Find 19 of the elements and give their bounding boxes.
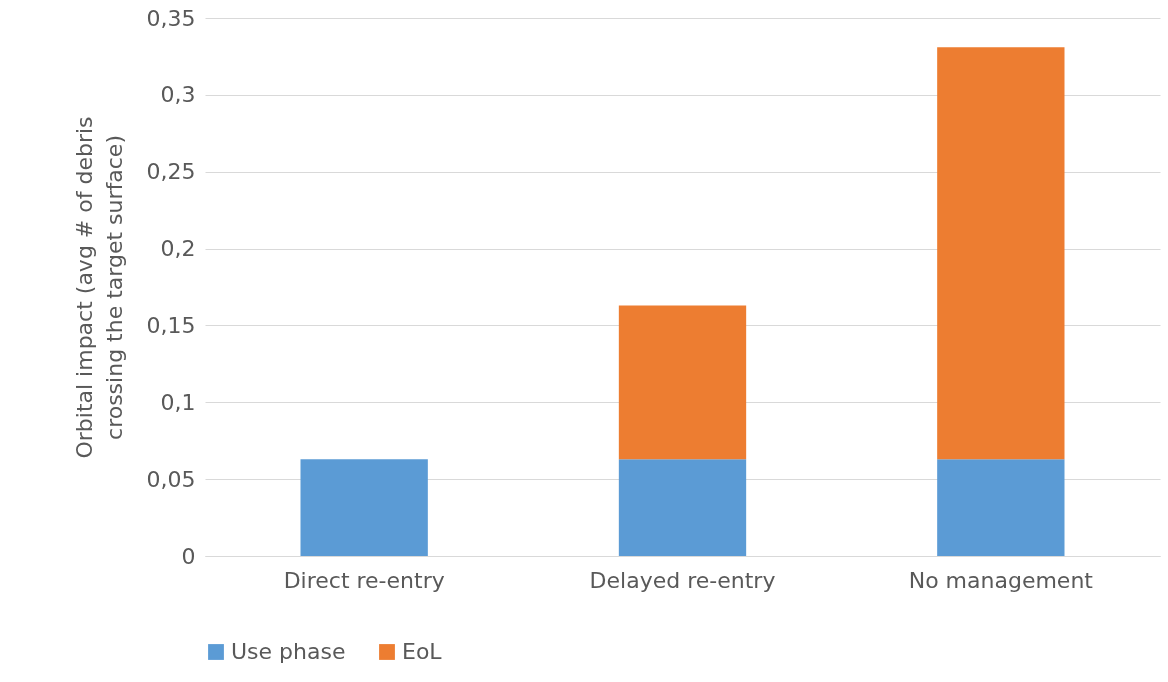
- y-tick-label: 0: [181, 543, 196, 569]
- bar: [937, 47, 1065, 460]
- bar: [618, 305, 747, 460]
- y-tick-label: 0,3: [160, 82, 196, 108]
- y-tick-label: 0,15: [146, 312, 196, 338]
- x-tick-label: Direct re-entry: [283, 567, 445, 593]
- legend-label: EoL: [402, 639, 443, 664]
- y-tick-label: 0,2: [160, 236, 196, 262]
- bar: [937, 459, 1065, 556]
- x-tick-label: No management: [908, 567, 1094, 593]
- bar: [300, 459, 428, 556]
- bar: [618, 459, 747, 556]
- y-tick-label: 0,35: [146, 5, 196, 31]
- x-tick-label: Delayed re-entry: [589, 567, 776, 593]
- y-axis-title: Orbital impact (avg # of debris crossing the target surface): [71, 116, 127, 459]
- y-tick-label: 0,05: [146, 466, 196, 492]
- y-tick-label: 0,1: [160, 389, 196, 415]
- y-tick-label: 0,25: [146, 159, 196, 185]
- legend-label: Use phase: [231, 639, 346, 664]
